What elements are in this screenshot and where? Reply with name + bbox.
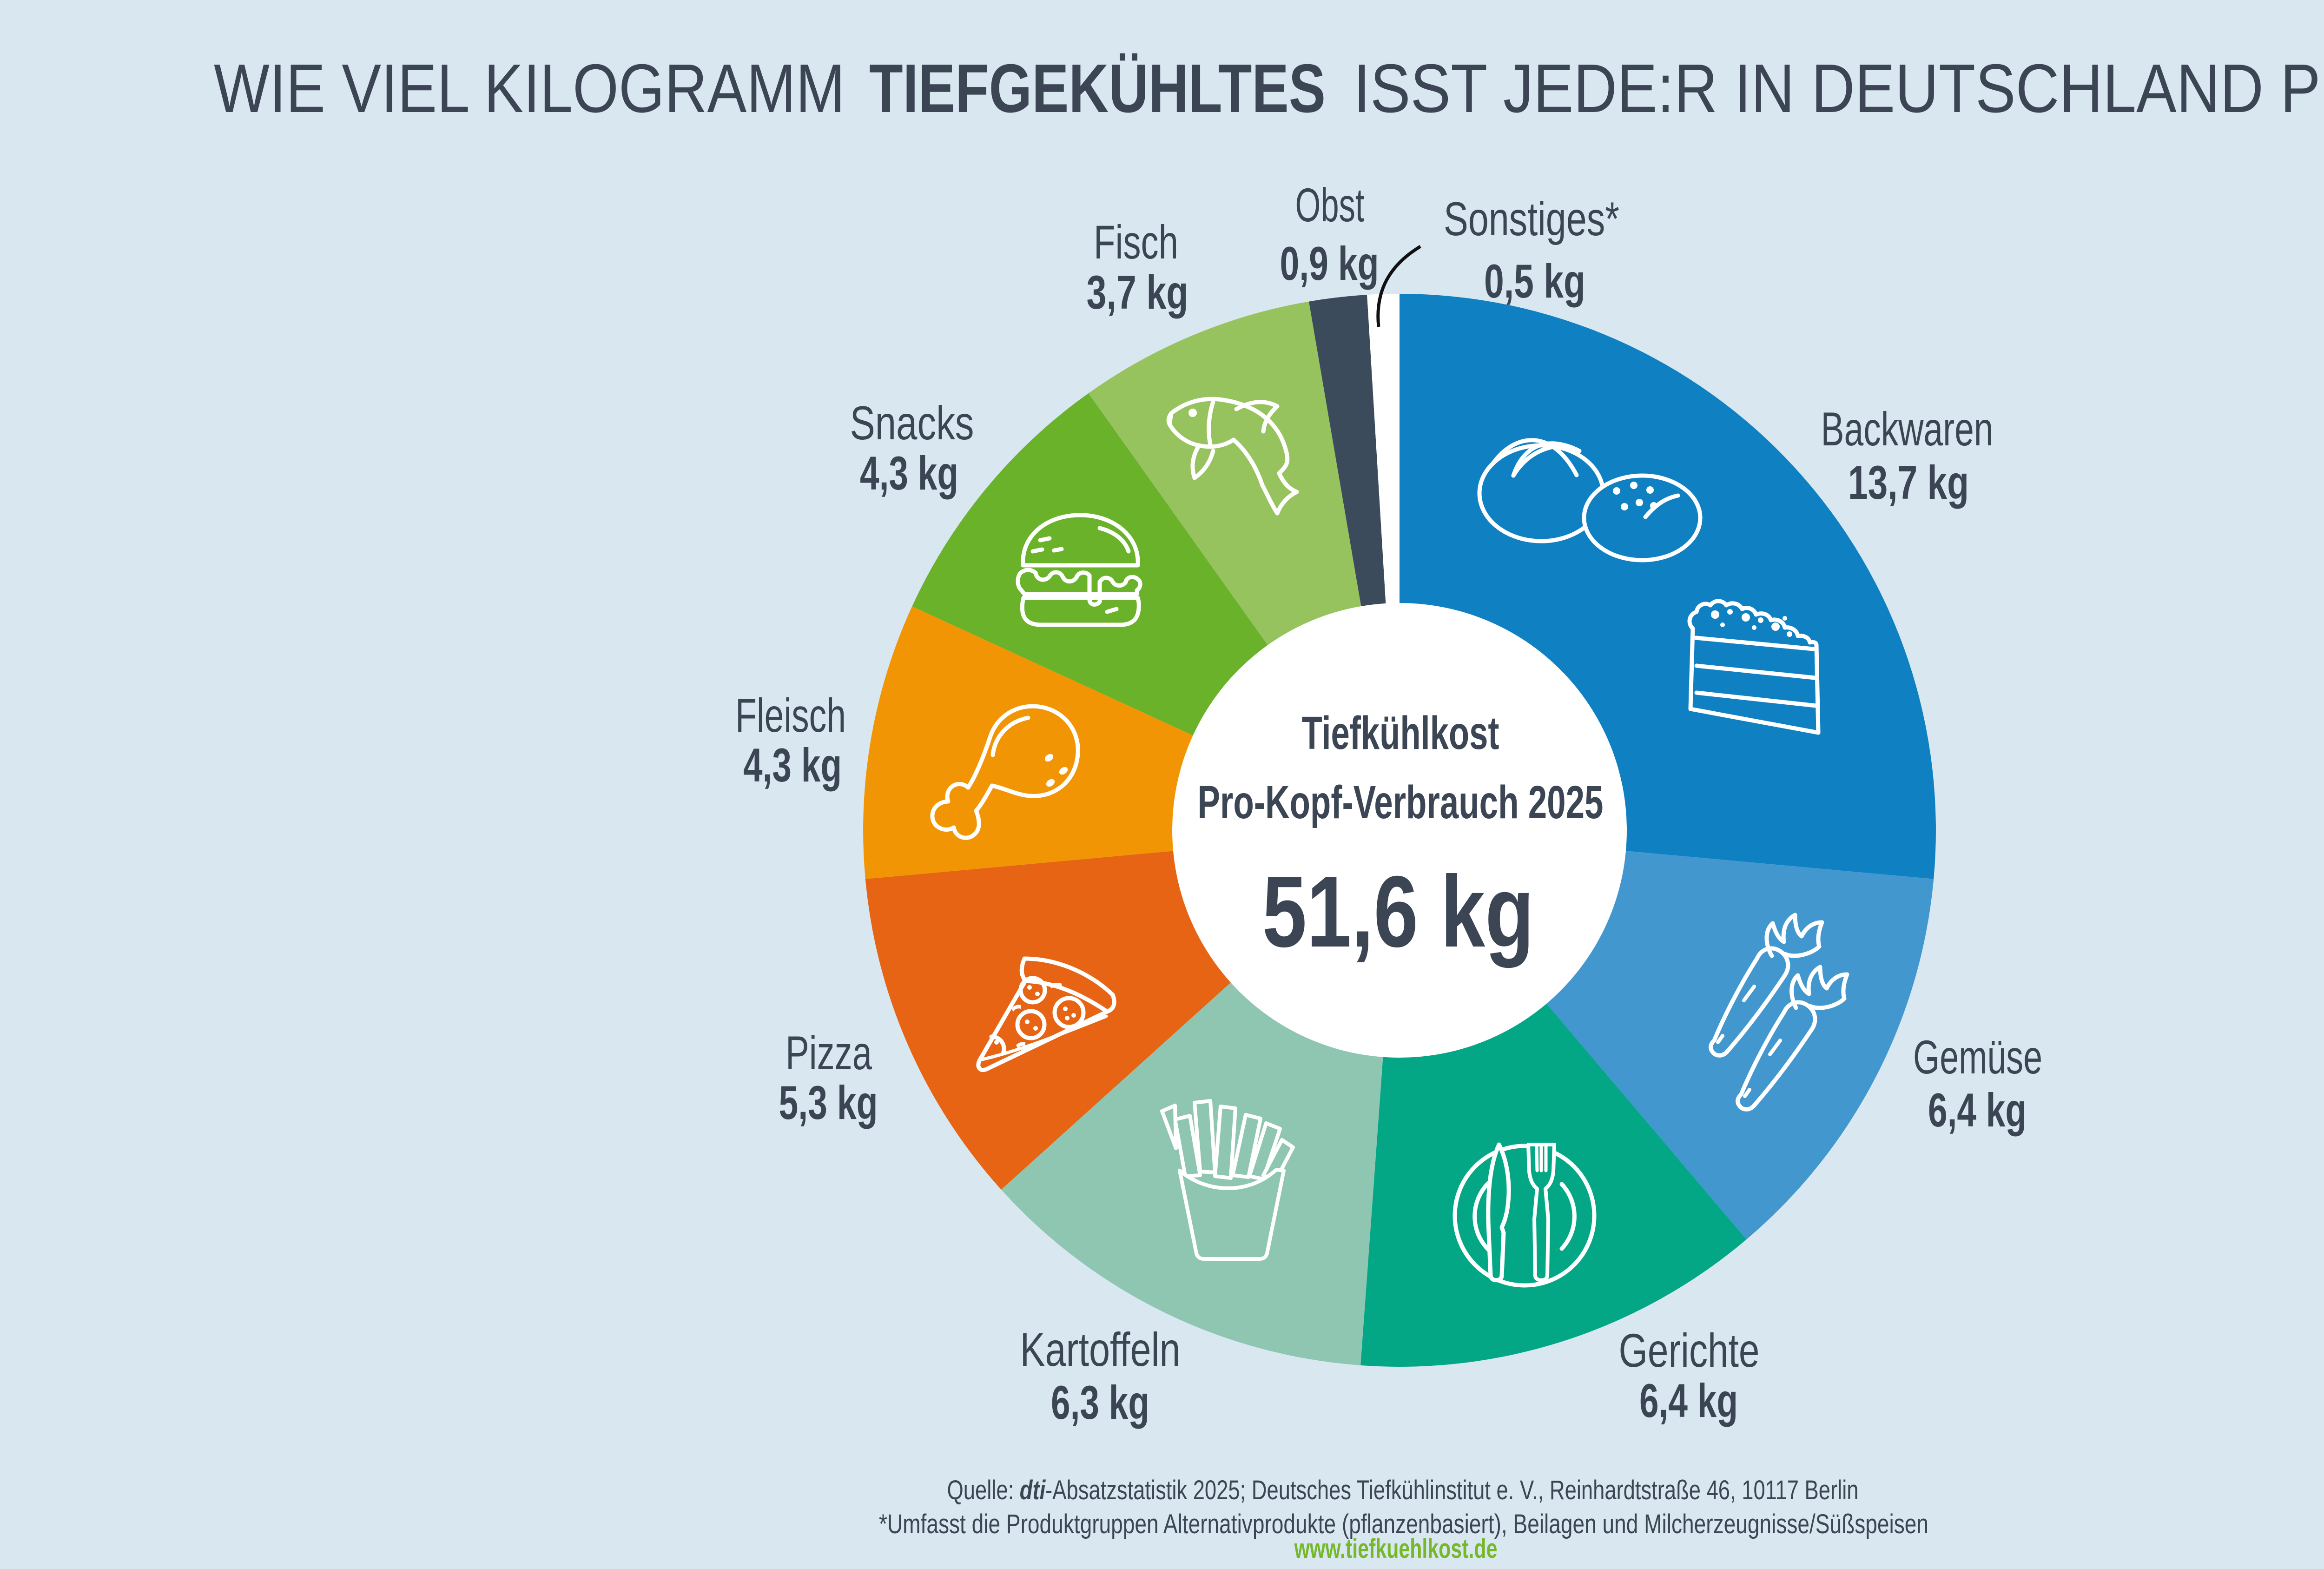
svg-text:0,5 kg: 0,5 kg — [1484, 255, 1585, 308]
svg-text:5,3 kg: 5,3 kg — [779, 1076, 878, 1129]
svg-text:Obst: Obst — [1295, 179, 1365, 232]
svg-text:6,3 kg: 6,3 kg — [1051, 1376, 1149, 1429]
svg-text:4,3 kg: 4,3 kg — [743, 739, 842, 792]
svg-text:6,4 kg: 6,4 kg — [1928, 1084, 2027, 1137]
svg-text:www.tiefkuehlkost.de: www.tiefkuehlkost.de — [1294, 1534, 1498, 1564]
svg-text:TIEFGEKÜHLTES: TIEFGEKÜHLTES — [869, 50, 1326, 127]
svg-text:Pizza: Pizza — [786, 1026, 872, 1079]
svg-text:*Umfasst die Produktgruppen Al: *Umfasst die Produktgruppen Alternativpr… — [879, 1509, 1928, 1539]
svg-text:Snacks: Snacks — [850, 397, 974, 450]
svg-text:Quelle: dti-Absatzstatistik 20: Quelle: dti-Absatzstatistik 2025; Deutsc… — [947, 1475, 1859, 1505]
svg-text:4,3 kg: 4,3 kg — [860, 447, 958, 500]
svg-text:6,4 kg: 6,4 kg — [1639, 1374, 1738, 1427]
svg-text:Fleisch: Fleisch — [735, 689, 846, 742]
svg-text:0,9 kg: 0,9 kg — [1280, 237, 1379, 290]
svg-text:Tiefkühlkost: Tiefkühlkost — [1302, 707, 1499, 759]
svg-text:Sonstiges*: Sonstiges* — [1444, 192, 1619, 245]
svg-text:ISST JEDE:R IN DEUTSCHLAND PRO: ISST JEDE:R IN DEUTSCHLAND PRO JAHR? — [1353, 50, 2324, 127]
svg-text:Fisch: Fisch — [1094, 216, 1178, 269]
svg-text:13,7 kg: 13,7 kg — [1848, 456, 1969, 509]
svg-text:3,7 kg: 3,7 kg — [1087, 266, 1188, 319]
svg-text:Gemüse: Gemüse — [1913, 1031, 2042, 1084]
svg-text:Backwaren: Backwaren — [1821, 403, 1994, 456]
svg-text:WIE VIEL KILOGRAMM: WIE VIEL KILOGRAMM — [214, 50, 845, 127]
svg-text:51,6 kg: 51,6 kg — [1262, 855, 1534, 968]
svg-text:Pro-Kopf-Verbrauch 2025: Pro-Kopf-Verbrauch 2025 — [1198, 776, 1604, 828]
svg-text:Gerichte: Gerichte — [1619, 1324, 1760, 1377]
svg-text:Kartoffeln: Kartoffeln — [1020, 1323, 1181, 1376]
